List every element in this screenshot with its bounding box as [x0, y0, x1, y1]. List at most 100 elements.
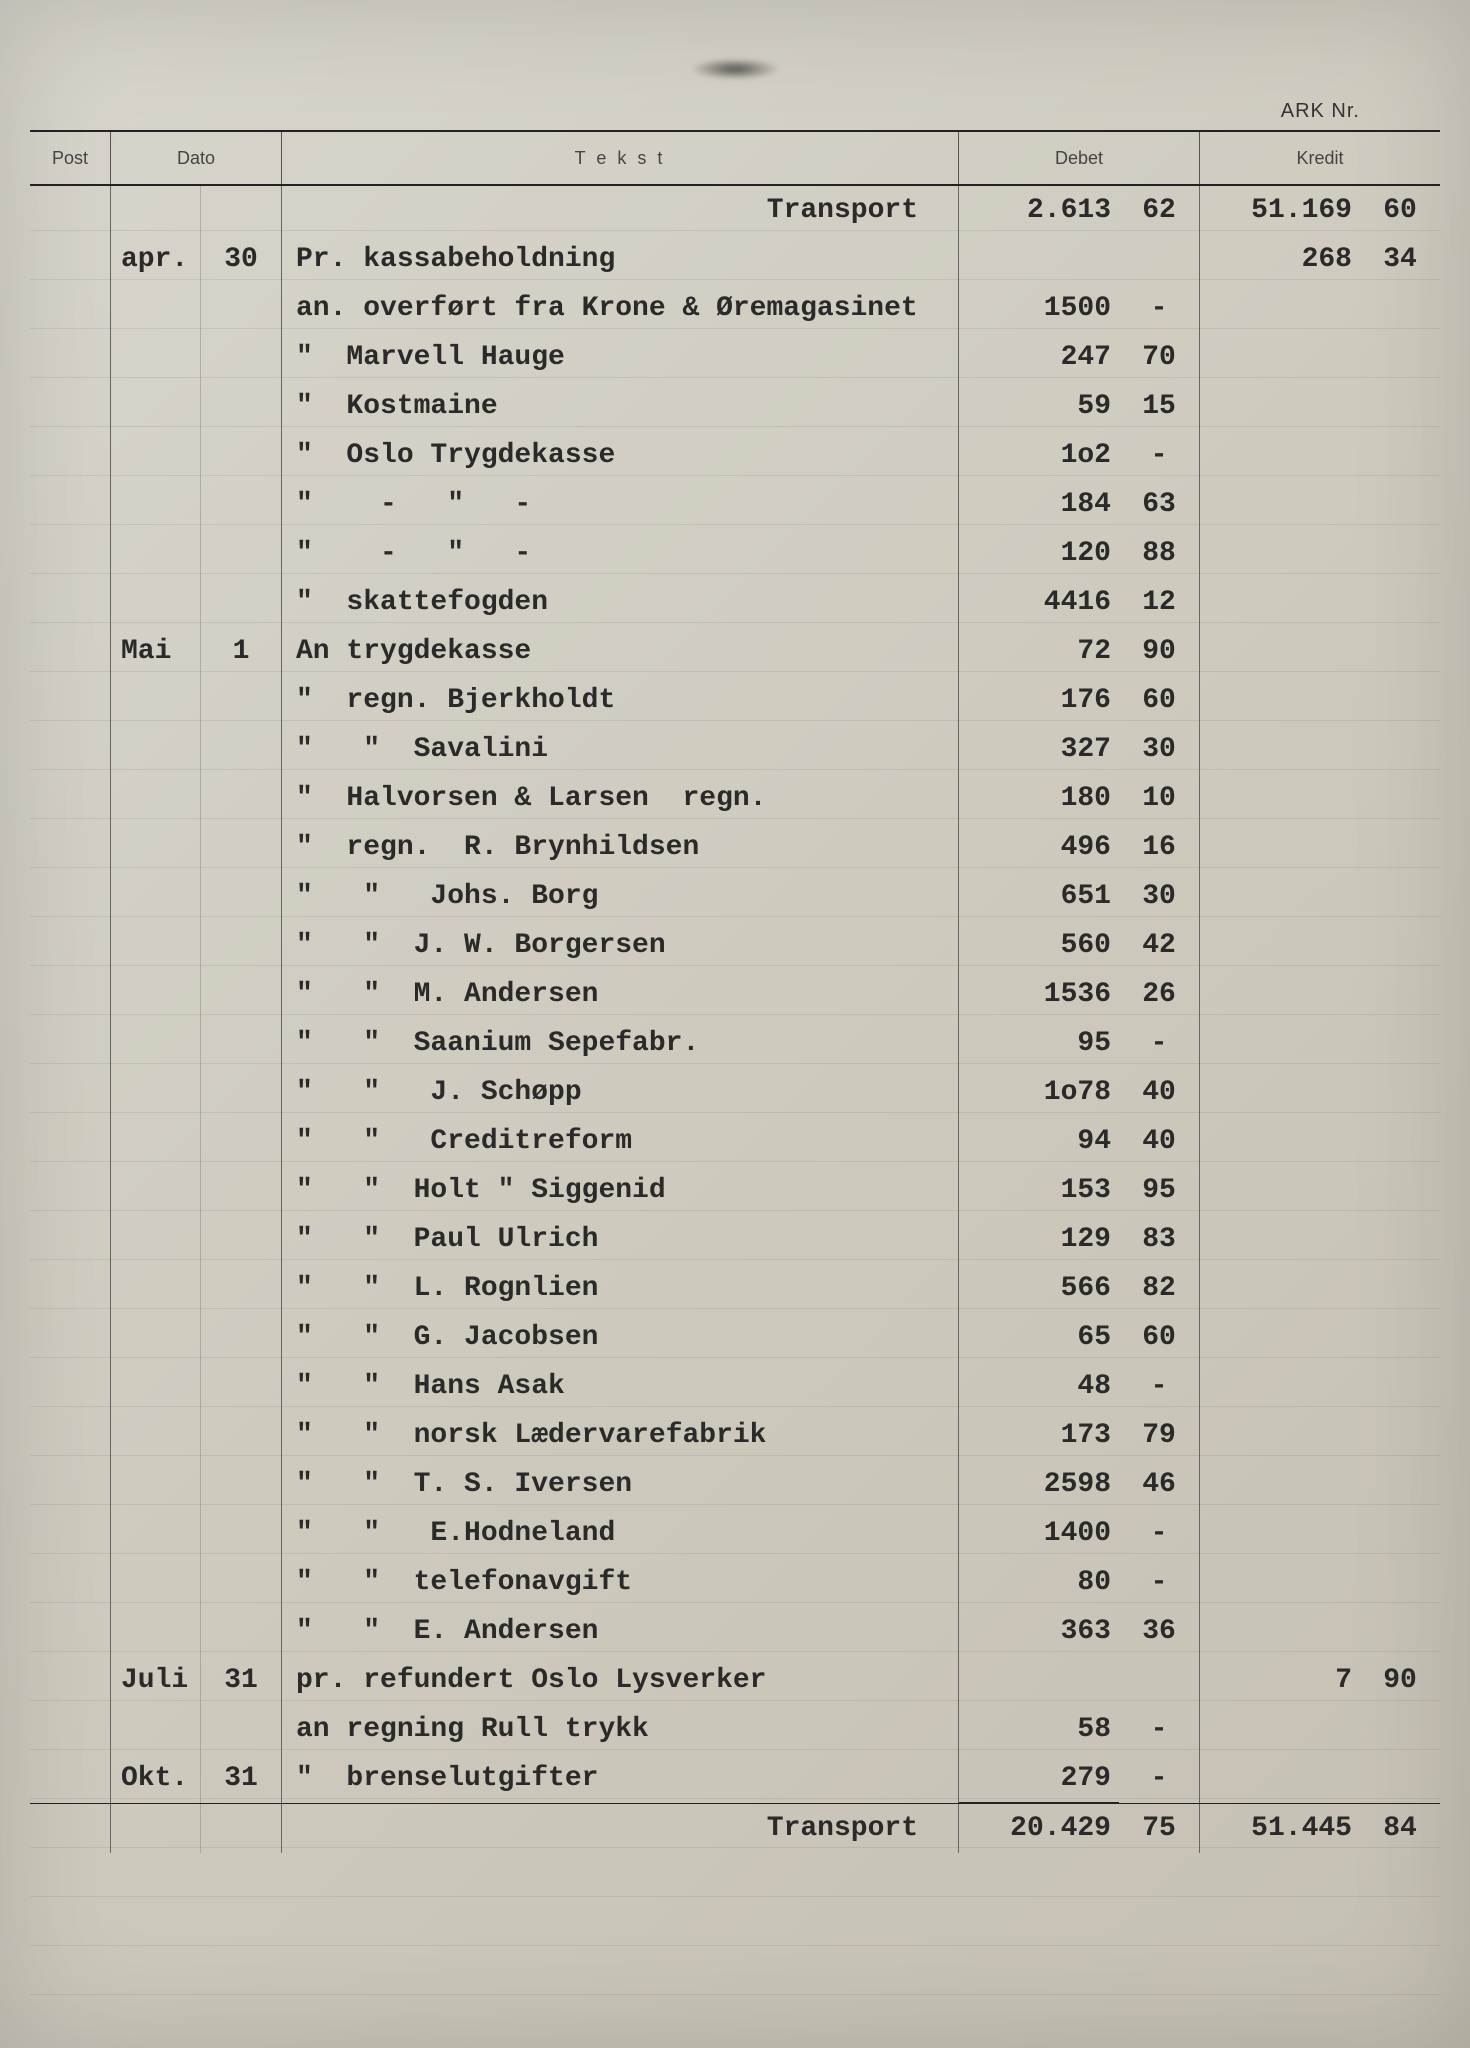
cell-month: Juli: [111, 1656, 201, 1705]
cell-debet-whole: 184: [959, 480, 1119, 529]
cell-kredit-whole: [1200, 921, 1360, 970]
cell-month: [111, 970, 201, 1019]
ledger-row: " " Creditreform9440: [30, 1117, 1440, 1166]
header-dato: Dato: [111, 132, 282, 184]
header-kredit: Kredit: [1200, 132, 1440, 184]
cell-day: [201, 333, 282, 382]
cell-day: [201, 1607, 282, 1656]
cell-debet-dec: 82: [1119, 1264, 1200, 1313]
cell-debet-dec: 70: [1119, 333, 1200, 382]
cell-tekst: " " norsk Lædervarefabrik: [282, 1411, 959, 1460]
cell-tekst: pr. refundert Oslo Lysverker: [282, 1656, 959, 1705]
cell-kredit-whole: [1200, 480, 1360, 529]
cell-debet-dec: -: [1119, 1754, 1200, 1804]
cell-kredit-whole: [1200, 970, 1360, 1019]
cell-month: [111, 872, 201, 921]
cell-debet-whole: 173: [959, 1411, 1119, 1460]
cell-month: [111, 480, 201, 529]
cell-debet-dec: 90: [1119, 627, 1200, 676]
cell-kredit-whole: [1200, 823, 1360, 872]
cell-debet-dec: 83: [1119, 1215, 1200, 1264]
close-debet-w: 20.429: [959, 1804, 1119, 1853]
open-debet-d: 62: [1119, 186, 1200, 235]
cell-month: [111, 1509, 201, 1558]
cell-kredit-dec: [1360, 872, 1440, 921]
cell-tekst: Pr. kassabeholdning: [282, 235, 959, 284]
cell-kredit-dec: [1360, 1411, 1440, 1460]
ledger-row: " skattefogden441612: [30, 578, 1440, 627]
cell-month: [111, 676, 201, 725]
cell-month: [111, 774, 201, 823]
ledger-row: " " Savalini32730: [30, 725, 1440, 774]
ledger-row: " " J. Schøpp1o7840: [30, 1068, 1440, 1117]
cell-kredit-dec: [1360, 1558, 1440, 1607]
cell-debet-dec: 60: [1119, 676, 1200, 725]
row-transport-close: Transport 20.429 75 51.445 84: [30, 1803, 1440, 1853]
cell-tekst: " " Saanium Sepefabr.: [282, 1019, 959, 1068]
cell-tekst: " - " -: [282, 480, 959, 529]
cell-debet-dec: 88: [1119, 529, 1200, 578]
cell-tekst: " " L. Rognlien: [282, 1264, 959, 1313]
ledger-page: ARK Nr. Post Dato T e k s t Debet Kredit…: [0, 0, 1470, 2048]
cell-month: apr.: [111, 235, 201, 284]
cell-month: [111, 333, 201, 382]
cell-month: [111, 578, 201, 627]
cell-debet-whole: [959, 1656, 1119, 1705]
cell-kredit-whole: [1200, 725, 1360, 774]
cell-kredit-dec: 90: [1360, 1656, 1440, 1705]
cell-day: [201, 1117, 282, 1166]
cell-kredit-dec: [1360, 1509, 1440, 1558]
cell-debet-dec: -: [1119, 1019, 1200, 1068]
cell-debet-whole: 1o78: [959, 1068, 1119, 1117]
close-kredit-w: 51.445: [1200, 1804, 1360, 1853]
cell-debet-whole: 4416: [959, 578, 1119, 627]
cell-day: 1: [201, 627, 282, 676]
cell-debet-dec: 12: [1119, 578, 1200, 627]
cell-debet-dec: 95: [1119, 1166, 1200, 1215]
cell-kredit-whole: [1200, 1362, 1360, 1411]
ledger-row: " regn. R. Brynhildsen49616: [30, 823, 1440, 872]
cell-tekst: " " M. Andersen: [282, 970, 959, 1019]
ledger-row: " " E.Hodneland1400-: [30, 1509, 1440, 1558]
cell-kredit-whole: [1200, 872, 1360, 921]
cell-kredit-whole: [1200, 284, 1360, 333]
row-transport-open: Transport 2.613 62 51.169 60: [30, 186, 1440, 235]
ledger-row: " " M. Andersen153626: [30, 970, 1440, 1019]
cell-kredit-whole: [1200, 1509, 1360, 1558]
open-debet-w: 2.613: [959, 186, 1119, 235]
cell-kredit-whole: [1200, 578, 1360, 627]
cell-kredit-dec: [1360, 333, 1440, 382]
cell-debet-whole: 279: [959, 1754, 1119, 1803]
cell-tekst: " Halvorsen & Larsen regn.: [282, 774, 959, 823]
cell-month: [111, 1019, 201, 1068]
cell-tekst: " " Hans Asak: [282, 1362, 959, 1411]
cell-month: [111, 1313, 201, 1362]
cell-kredit-whole: [1200, 1705, 1360, 1754]
cell-debet-whole: 59: [959, 382, 1119, 431]
cell-debet-dec: 30: [1119, 872, 1200, 921]
cell-tekst: an regning Rull trykk: [282, 1705, 959, 1754]
cell-tekst: " " Paul Ulrich: [282, 1215, 959, 1264]
cell-day: [201, 1509, 282, 1558]
transport-label: Transport: [282, 186, 959, 235]
cell-kredit-dec: [1360, 1019, 1440, 1068]
cell-day: 31: [201, 1754, 282, 1803]
cell-debet-dec: -: [1119, 1558, 1200, 1607]
cell-tekst: " " Creditreform: [282, 1117, 959, 1166]
close-debet-d: 75: [1119, 1804, 1200, 1853]
header-debet: Debet: [959, 132, 1200, 184]
cell-kredit-dec: [1360, 725, 1440, 774]
cell-debet-whole: 2598: [959, 1460, 1119, 1509]
ledger-row: " " telefonavgift80-: [30, 1558, 1440, 1607]
cell-kredit-dec: [1360, 1215, 1440, 1264]
cell-debet-dec: [1119, 235, 1200, 284]
cell-tekst: an. overført fra Krone & Øremagasinet: [282, 284, 959, 333]
cell-debet-whole: 58: [959, 1705, 1119, 1754]
ledger-row: " Halvorsen & Larsen regn.18010: [30, 774, 1440, 823]
cell-debet-dec: 16: [1119, 823, 1200, 872]
cell-month: [111, 431, 201, 480]
cell-kredit-whole: [1200, 676, 1360, 725]
cell-kredit-whole: [1200, 774, 1360, 823]
cell-kredit-whole: [1200, 1313, 1360, 1362]
cell-day: [201, 431, 282, 480]
